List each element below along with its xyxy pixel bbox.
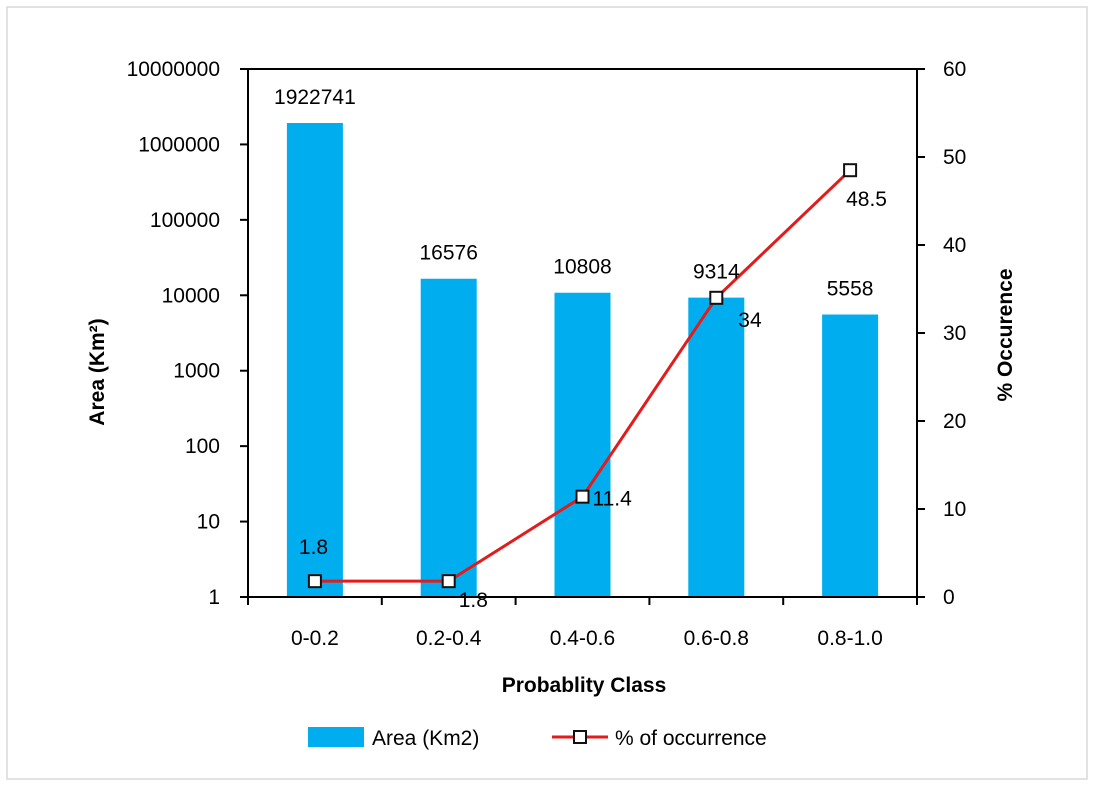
data-labels: 1922741 16576 10808 9314 5558 1.8 1.8 11.4 34 48.… [274,86,887,612]
bar-0.2-0.4 [420,278,477,597]
bar-series [286,123,879,598]
legend: Area (Km2) % of occurrence [308,727,767,750]
y2-tick-label: 60 [943,58,966,81]
y-tick-label: 10000 [162,284,220,307]
x-tick-label: 0.6-0.8 [684,627,749,650]
line-data-label: 1.8 [459,589,488,612]
x-axis-title: Probablity Class [502,674,667,697]
occurrence-marker [307,574,322,589]
bar-data-label: 9314 [693,261,740,284]
bar-data-label: 10808 [553,256,611,279]
occurrence-marker [843,163,858,178]
bar-data-label: 16576 [419,242,477,265]
x-tick-label: 0-0.2 [291,627,339,650]
y2-tick-label: 10 [943,498,966,521]
y2-tick-label: 50 [943,146,966,169]
line-series [307,163,858,589]
y-tick-label: 1000000 [138,133,220,156]
occurrence-marker [709,290,724,305]
bar-0.8-1.0 [822,314,879,597]
bar-data-label: 5558 [827,278,874,301]
y-tick-label: 10000000 [127,58,220,81]
y-tick-label: 10 [197,511,220,534]
axes: 1 10 100 1000 10000 100000 1000000 10000000 0 10 2… [127,58,967,650]
bar-data-label: 1922741 [274,86,356,109]
y-tick-label: 100000 [150,209,220,232]
bar-0.6-0.8 [688,297,745,597]
legend-label-occurrence: % of occurrence [615,727,767,750]
y-tick-label: 1000 [173,360,220,383]
y2-tick-label: 20 [943,410,966,433]
line-data-label: 34 [738,309,762,332]
x-tick-label: 0.2-0.4 [416,627,482,650]
y2-tick-label: 40 [943,234,966,257]
legend-label-area: Area (Km2) [372,727,479,750]
y-tick-label: 1 [208,586,220,609]
y2-tick-label: 30 [943,322,966,345]
y-tick-label: 100 [185,435,220,458]
x-tick-label: 0.4-0.6 [550,627,615,650]
y2-axis-title: % Occurence [994,268,1017,401]
bar-0-0.2 [286,123,343,598]
line-data-label: 11.4 [593,488,633,511]
line-data-label: 48.5 [846,188,887,211]
occurrence-marker [575,489,590,504]
bar-0.4-0.6 [554,292,611,597]
y-axis-title: Area (Km²) [86,318,109,425]
occurrence-marker [441,574,456,589]
legend-swatch-occurrence-marker [573,730,587,744]
y2-tick-label: 0 [943,586,955,609]
line-data-label: 1.8 [299,536,328,559]
x-tick-label: 0.8-1.0 [817,627,882,650]
legend-swatch-area [308,727,364,747]
